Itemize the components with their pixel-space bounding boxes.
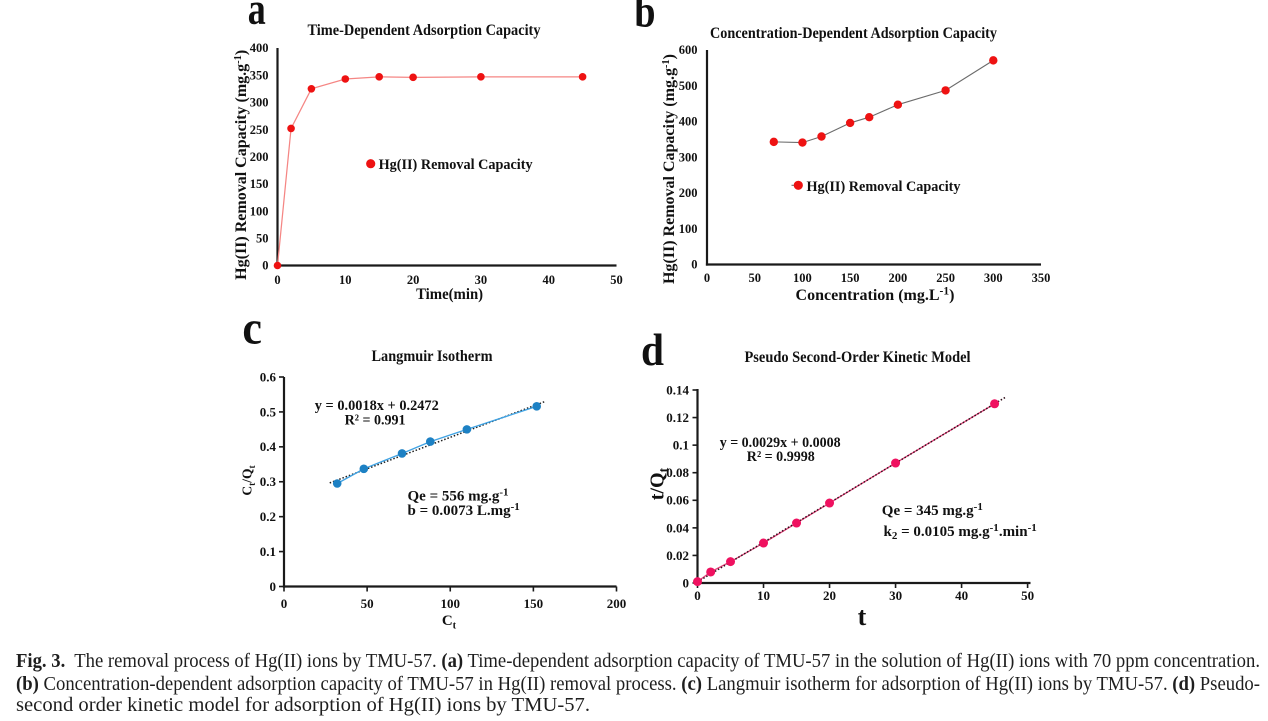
svg-text:y = 0.0029x + 0.0008: y = 0.0029x + 0.0008 [720,435,841,451]
svg-text:10: 10 [339,273,352,287]
svg-text:600: 600 [679,43,698,57]
svg-text:t: t [858,602,867,631]
svg-text:150: 150 [841,271,860,285]
svg-text:Ct/Qt: Ct/Qt [240,464,259,495]
svg-text:Langmuir Isotherm: Langmuir Isotherm [372,348,493,365]
svg-text:150: 150 [250,177,269,191]
svg-text:0: 0 [281,596,288,611]
svg-text:20: 20 [823,588,836,603]
svg-text:0.1: 0.1 [260,544,276,559]
svg-text:0: 0 [694,588,701,603]
svg-text:400: 400 [250,41,269,55]
svg-text:R² = 0.9998: R² = 0.9998 [747,449,815,465]
svg-text:Qe = 556 mg.g-1: Qe = 556 mg.g-1 [408,487,509,505]
svg-text:10: 10 [757,588,770,603]
svg-text:Qe = 345 mg.g-1: Qe = 345 mg.g-1 [882,501,983,519]
svg-text:0.08: 0.08 [666,465,689,480]
svg-text:y = 0.0018x + 0.2472: y = 0.0018x + 0.2472 [315,398,439,414]
svg-text:200: 200 [679,186,698,200]
svg-text:0: 0 [270,579,277,594]
svg-text:0: 0 [683,575,690,590]
svg-text:200: 200 [607,596,627,611]
svg-text:0: 0 [704,271,710,285]
svg-text:0.5: 0.5 [260,404,277,419]
svg-text:0.04: 0.04 [666,520,689,535]
svg-text:500: 500 [679,79,698,93]
svg-text:300: 300 [679,150,698,164]
svg-text:350: 350 [1032,271,1051,285]
svg-text:0.4: 0.4 [260,439,277,454]
svg-text:0.2: 0.2 [260,509,276,524]
svg-text:350: 350 [250,68,269,82]
svg-text:a: a [248,0,266,34]
svg-text:Concentration-Dependent Adsorp: Concentration-Dependent Adsorption Capac… [710,25,997,42]
svg-text:0.14: 0.14 [666,382,689,397]
svg-text:Hg(II) Removal Capacity (mg.g-: Hg(II) Removal Capacity (mg.g-1) [661,54,678,284]
svg-text:b: b [634,0,655,37]
svg-text:300: 300 [250,96,269,110]
svg-text:0.02: 0.02 [666,548,689,563]
svg-text:20: 20 [407,273,420,287]
svg-text:50: 50 [748,271,761,285]
svg-text:d: d [641,324,664,375]
svg-text:100: 100 [440,596,460,611]
svg-text:Hg(II) Removal Capacity: Hg(II) Removal Capacity [379,157,533,173]
svg-text:250: 250 [936,271,955,285]
svg-text:0: 0 [691,258,697,272]
svg-text:Hg(II) Removal Capacity (mg.g-: Hg(II) Removal Capacity (mg.g-1) [233,50,250,280]
svg-text:30: 30 [889,588,902,603]
svg-text:250: 250 [250,123,269,137]
svg-text:40: 40 [955,588,968,603]
svg-text:40: 40 [542,273,555,287]
svg-text:30: 30 [475,273,488,287]
svg-text:0: 0 [262,259,268,273]
svg-text:50: 50 [256,232,269,246]
svg-text:0.1: 0.1 [673,438,689,453]
svg-text:0.12: 0.12 [666,410,689,425]
svg-text:50: 50 [361,596,374,611]
svg-text:300: 300 [984,271,1003,285]
svg-text:Hg(II) Removal Capacity: Hg(II) Removal Capacity [807,179,961,195]
svg-text:Time-Dependent Adsorption Capa: Time-Dependent Adsorption Capacity [308,22,541,39]
svg-text:0.3: 0.3 [260,474,277,489]
svg-text:0.6: 0.6 [260,369,277,384]
svg-text:b = 0.0073 L.mg-1: b = 0.0073 L.mg-1 [408,501,520,519]
svg-text:k2 = 0.0105 mg.g-1.min-1: k2 = 0.0105 mg.g-1.min-1 [884,522,1037,542]
svg-text:Pseudo Second-Order Kinetic Mo: Pseudo Second-Order Kinetic Model [745,349,972,366]
svg-text:Concentration (mg.L-1): Concentration (mg.L-1) [796,286,955,305]
svg-text:0: 0 [274,273,280,287]
svg-text:50: 50 [610,273,623,287]
svg-text:Time(min): Time(min) [416,286,483,303]
svg-text:100: 100 [679,222,698,236]
svg-text:200: 200 [250,150,269,164]
svg-text:Ct: Ct [442,613,457,632]
svg-text:c: c [242,302,262,355]
svg-text:400: 400 [679,115,698,129]
svg-text:150: 150 [524,596,544,611]
svg-text:0.06: 0.06 [666,493,689,508]
svg-text:100: 100 [250,204,269,218]
svg-text:100: 100 [793,271,812,285]
svg-text:R² = 0.991: R² = 0.991 [345,413,406,429]
svg-text:50: 50 [1021,588,1034,603]
svg-text:t/Qt: t/Qt [647,467,673,500]
svg-text:200: 200 [889,271,908,285]
